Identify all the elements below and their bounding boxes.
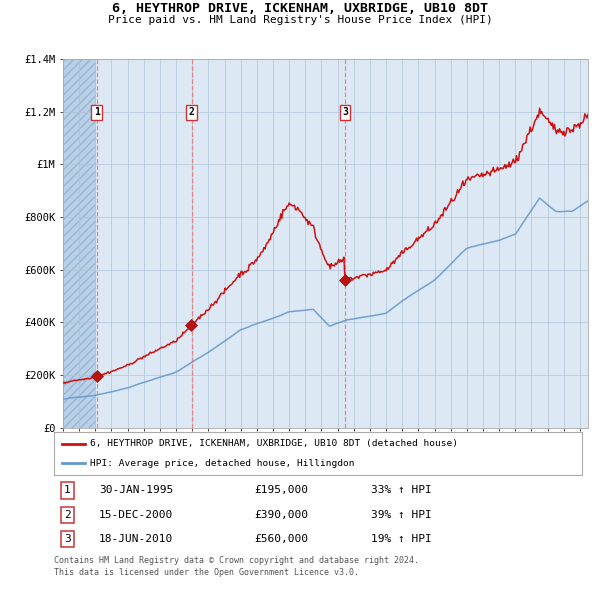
Text: HPI: Average price, detached house, Hillingdon: HPI: Average price, detached house, Hill… — [90, 459, 355, 468]
Text: 39% ↑ HPI: 39% ↑ HPI — [371, 510, 431, 520]
Text: 1: 1 — [64, 486, 71, 496]
Text: £560,000: £560,000 — [254, 534, 308, 544]
Text: 3: 3 — [342, 107, 348, 117]
Text: 15-DEC-2000: 15-DEC-2000 — [99, 510, 173, 520]
Text: £390,000: £390,000 — [254, 510, 308, 520]
Text: Price paid vs. HM Land Registry's House Price Index (HPI): Price paid vs. HM Land Registry's House … — [107, 15, 493, 25]
Text: £195,000: £195,000 — [254, 486, 308, 496]
Text: 18-JUN-2010: 18-JUN-2010 — [99, 534, 173, 544]
Text: 6, HEYTHROP DRIVE, ICKENHAM, UXBRIDGE, UB10 8DT: 6, HEYTHROP DRIVE, ICKENHAM, UXBRIDGE, U… — [112, 2, 488, 15]
Text: 3: 3 — [64, 534, 71, 544]
Text: 1: 1 — [94, 107, 100, 117]
Text: 6, HEYTHROP DRIVE, ICKENHAM, UXBRIDGE, UB10 8DT (detached house): 6, HEYTHROP DRIVE, ICKENHAM, UXBRIDGE, U… — [90, 440, 458, 448]
Text: 30-JAN-1995: 30-JAN-1995 — [99, 486, 173, 496]
Text: Contains HM Land Registry data © Crown copyright and database right 2024.: Contains HM Land Registry data © Crown c… — [54, 556, 419, 565]
Text: 33% ↑ HPI: 33% ↑ HPI — [371, 486, 431, 496]
Text: 2: 2 — [188, 107, 194, 117]
Text: 19% ↑ HPI: 19% ↑ HPI — [371, 534, 431, 544]
Text: This data is licensed under the Open Government Licence v3.0.: This data is licensed under the Open Gov… — [54, 568, 359, 576]
Text: 2: 2 — [64, 510, 71, 520]
